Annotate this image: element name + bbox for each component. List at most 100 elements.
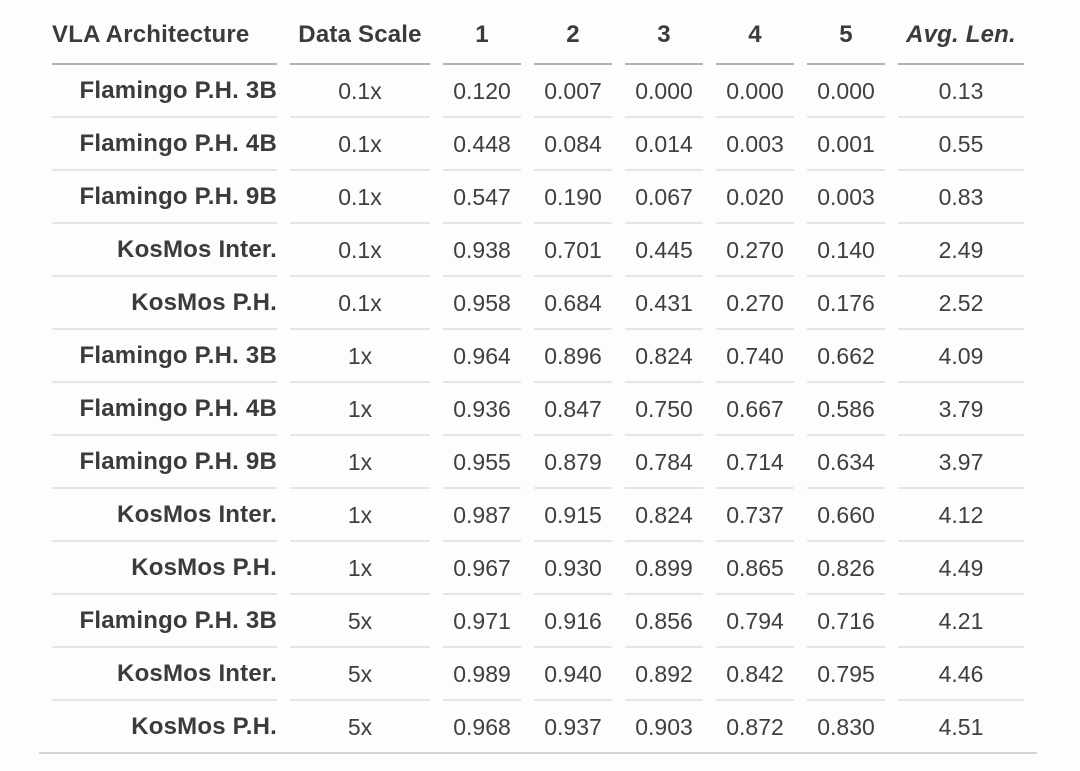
- cell-score-3: 0.903: [635, 713, 693, 740]
- cell-score-3: 0.899: [625, 542, 703, 595]
- cell-score-3: 0.067: [625, 171, 703, 224]
- cell-score-4: 0.270: [716, 224, 794, 277]
- cell-score-2: 0.190: [534, 171, 612, 224]
- cell-avg-len: 0.13: [898, 65, 1024, 118]
- cell-score-5: 0.140: [807, 224, 885, 277]
- cell-architecture: Flamingo P.H. 4B: [52, 383, 277, 436]
- cell-score-5: 0.660: [807, 489, 885, 542]
- cell-score-2: 0.701: [534, 224, 612, 277]
- table-row: KosMos Inter. 5x 0.989 0.940 0.892 0.842…: [52, 648, 1024, 701]
- cell-score-1: 0.936: [443, 383, 521, 436]
- header-cell-score-3: 3: [625, 6, 703, 65]
- cell-score-2: 0.847: [534, 383, 612, 436]
- table-row: Flamingo P.H. 4B 0.1x 0.448 0.084 0.014 …: [52, 118, 1024, 171]
- cell-score-1: 0.448: [443, 118, 521, 171]
- header-cell-vla-architecture: VLA Architecture: [52, 6, 277, 65]
- cell-avg-len: 4.51: [938, 713, 984, 740]
- cell-data-scale: 0.1x: [290, 171, 430, 224]
- cell-architecture: Flamingo P.H. 3B: [52, 330, 277, 383]
- cell-data-scale: 5x: [290, 648, 430, 701]
- table-row: Flamingo P.H. 3B 1x 0.964 0.896 0.824 0.…: [52, 330, 1024, 383]
- cell-score-4: 0.740: [716, 330, 794, 383]
- cell-score-3: 0.750: [625, 383, 703, 436]
- cell-architecture: Flamingo P.H. 3B: [52, 595, 277, 648]
- header-cell-score-5: 5: [807, 6, 885, 65]
- table-row: Flamingo P.H. 3B 0.1x 0.120 0.007 0.000 …: [52, 65, 1024, 118]
- cell-score-3: 0.892: [625, 648, 703, 701]
- cell-score-1: 0.955: [443, 436, 521, 489]
- header-cell-score-2: 2: [534, 6, 612, 65]
- table-row: Flamingo P.H. 9B 1x 0.955 0.879 0.784 0.…: [52, 436, 1024, 489]
- cell-data-scale: 1x: [290, 542, 430, 595]
- cell-score-1: 0.120: [443, 65, 521, 118]
- cell-architecture: Flamingo P.H. 9B: [52, 171, 277, 224]
- cell-score-3: 0.784: [625, 436, 703, 489]
- cell-score-2: 0.930: [534, 542, 612, 595]
- cell-avg-len: 2.49: [898, 224, 1024, 277]
- table-header-row: VLA Architecture Data Scale 1 2 3 4 5 Av…: [52, 6, 1024, 65]
- table-row: KosMos P.H. 0.1x 0.958 0.684 0.431 0.270…: [52, 277, 1024, 330]
- cell-score-3: 0.824: [625, 330, 703, 383]
- cell-score-5: 0.001: [807, 118, 885, 171]
- cell-avg-len: 4.21: [898, 595, 1024, 648]
- cell-score-4: 0.667: [716, 383, 794, 436]
- table-row: KosMos P.H. 1x 0.967 0.930 0.899 0.865 0…: [52, 542, 1024, 595]
- cell-architecture: Flamingo P.H. 9B: [52, 436, 277, 489]
- table-row: Flamingo P.H. 3B 5x 0.971 0.916 0.856 0.…: [52, 595, 1024, 648]
- cell-data-scale: 0.1x: [290, 277, 430, 330]
- header-cell-data-scale: Data Scale: [290, 6, 430, 65]
- cell-architecture: Flamingo P.H. 3B: [52, 65, 277, 118]
- cell-avg-len: 0.55: [898, 118, 1024, 171]
- cell-score-1: 0.971: [443, 595, 521, 648]
- table-row: Flamingo P.H. 9B 0.1x 0.547 0.190 0.067 …: [52, 171, 1024, 224]
- cell-score-1: 0.967: [443, 542, 521, 595]
- cell-avg-len: 0.83: [898, 171, 1024, 224]
- cell-architecture: KosMos Inter.: [52, 648, 277, 701]
- cell-score-2: 0.916: [534, 595, 612, 648]
- cell-score-1: 0.958: [443, 277, 521, 330]
- cell-score-2: 0.937: [544, 713, 602, 740]
- cell-avg-len: 3.97: [898, 436, 1024, 489]
- cell-score-5: 0.795: [807, 648, 885, 701]
- cell-data-scale: 0.1x: [290, 224, 430, 277]
- cell-score-5: 0.716: [807, 595, 885, 648]
- cell-score-3: 0.431: [625, 277, 703, 330]
- cell-score-3: 0.824: [625, 489, 703, 542]
- cell-data-scale: 1x: [290, 383, 430, 436]
- cell-score-4: 0.865: [716, 542, 794, 595]
- cell-score-2: 0.684: [534, 277, 612, 330]
- cell-score-4: 0.842: [716, 648, 794, 701]
- cell-avg-len: 4.12: [898, 489, 1024, 542]
- results-table: VLA Architecture Data Scale 1 2 3 4 5 Av…: [39, 6, 1037, 754]
- cell-score-4: 0.000: [716, 65, 794, 118]
- cell-architecture: KosMos Inter.: [52, 489, 277, 542]
- table-row: KosMos Inter. 0.1x 0.938 0.701 0.445 0.2…: [52, 224, 1024, 277]
- cell-avg-len: 4.49: [898, 542, 1024, 595]
- cell-data-scale: 1x: [290, 330, 430, 383]
- cell-score-4: 0.714: [716, 436, 794, 489]
- cell-score-5: 0.003: [807, 171, 885, 224]
- cell-score-5: 0.662: [807, 330, 885, 383]
- cell-score-2: 0.007: [534, 65, 612, 118]
- cell-score-4: 0.270: [716, 277, 794, 330]
- header-cell-avg-len: Avg. Len.: [898, 6, 1024, 65]
- cell-architecture: Flamingo P.H. 4B: [52, 118, 277, 171]
- cell-score-3: 0.445: [625, 224, 703, 277]
- cell-score-2: 0.879: [534, 436, 612, 489]
- cell-score-5: 0.000: [807, 65, 885, 118]
- cell-score-5: 0.586: [807, 383, 885, 436]
- cell-data-scale: 5x: [290, 595, 430, 648]
- cell-score-5: 0.634: [807, 436, 885, 489]
- cell-score-2: 0.940: [534, 648, 612, 701]
- cell-score-1: 0.989: [443, 648, 521, 701]
- cell-data-scale: 1x: [290, 489, 430, 542]
- cell-score-5: 0.830: [817, 713, 875, 740]
- cell-architecture: KosMos P.H.: [52, 542, 277, 595]
- cell-architecture: KosMos P.H.: [131, 713, 277, 740]
- cell-score-4: 0.020: [716, 171, 794, 224]
- table-row: Flamingo P.H. 4B 1x 0.936 0.847 0.750 0.…: [52, 383, 1024, 436]
- cell-avg-len: 4.46: [898, 648, 1024, 701]
- cell-score-4: 0.872: [726, 713, 784, 740]
- cell-score-1: 0.987: [443, 489, 521, 542]
